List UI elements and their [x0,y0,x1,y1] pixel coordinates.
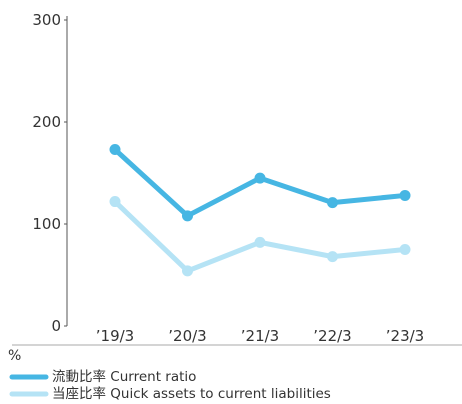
x-tick-label: ’19/3 [96,327,134,345]
x-tick-labels: ’19/3 ’20/3 ’21/3 ’22/3 ’23/3 [96,327,424,345]
data-point [254,236,266,248]
data-point [327,251,338,263]
legend-item: 当座比率 Quick assets to current liabilities [9,385,331,402]
y-tick-label: 0 [51,317,61,335]
y-ticks: 0 100 200 300 [32,11,67,335]
y-unit-label: % [8,348,21,364]
x-tick-label: ’22/3 [313,327,351,345]
x-tick-label: ’20/3 [168,327,206,345]
y-tick-label: 200 [32,113,61,131]
legend-label: 当座比率 Quick assets to current liabilities [52,385,331,402]
x-tick-label: ’21/3 [241,327,279,345]
series-line [112,199,408,274]
legend-label: 流動比率 Current ratio [52,368,196,385]
x-tick-label: ’23/3 [386,327,424,345]
data-point [109,196,121,208]
legend-item: 流動比率 Current ratio [9,368,196,385]
data-point [254,172,266,184]
data-point [109,144,121,156]
data-point [399,189,411,201]
series-2 [109,196,411,277]
y-tick-label: 300 [32,11,61,29]
data-point [399,244,411,255]
series-group [109,144,411,277]
data-point [182,265,193,277]
y-tick-label: 100 [32,215,61,233]
data-point [182,210,193,222]
series-1 [109,144,411,222]
data-point [327,197,338,209]
